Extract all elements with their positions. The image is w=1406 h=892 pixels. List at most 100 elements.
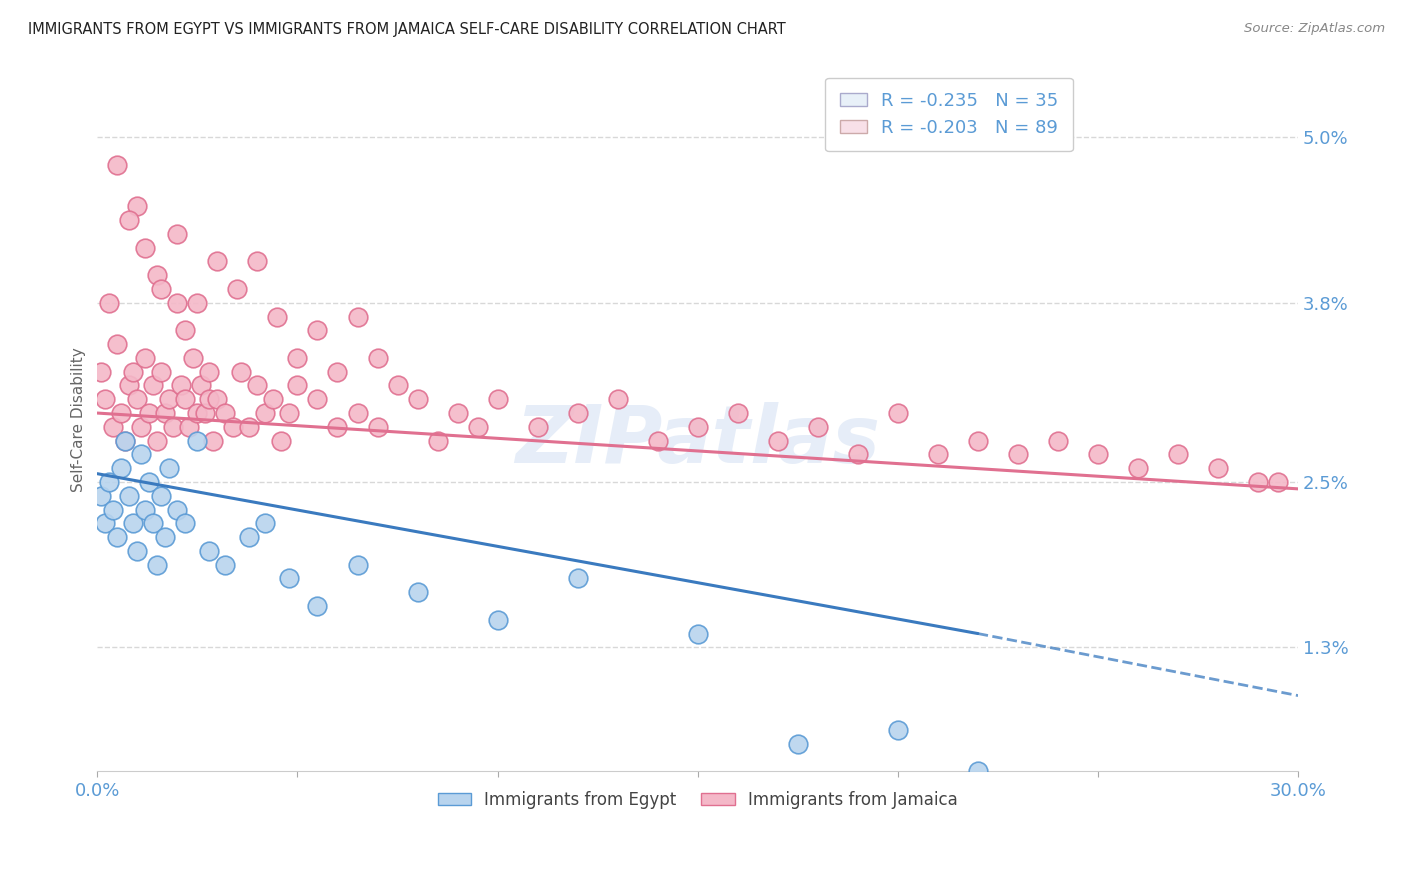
Point (326, 365, 349, 379)
Point (238, 420, 260, 434)
Point (174, 516, 197, 531)
Point (94, 516, 117, 531)
Point (1247, 475, 1270, 489)
Point (254, 516, 277, 531)
Point (786, 737, 808, 751)
Point (246, 378, 269, 392)
Point (270, 434, 292, 448)
Point (307, 392, 329, 407)
Point (446, 406, 468, 420)
Point (194, 406, 217, 420)
Point (346, 558, 368, 572)
Point (114, 434, 136, 448)
Point (647, 434, 669, 448)
Point (150, 489, 173, 503)
Point (146, 268, 169, 283)
Point (326, 420, 349, 434)
Point (170, 378, 193, 392)
Point (406, 585, 429, 599)
Point (1167, 447, 1189, 461)
Point (727, 406, 749, 420)
Point (186, 434, 208, 448)
Point (307, 599, 329, 613)
Point (127, 199, 149, 213)
Point (467, 420, 489, 434)
Point (967, 434, 990, 448)
Point (278, 406, 301, 420)
Point (157, 461, 180, 475)
Point (118, 378, 141, 392)
Point (1046, 434, 1069, 448)
Point (346, 406, 368, 420)
Point (118, 213, 141, 227)
Point (486, 392, 509, 407)
Point (766, 434, 789, 448)
Point (526, 420, 548, 434)
Point (127, 392, 149, 407)
Point (146, 558, 169, 572)
Point (887, 406, 910, 420)
Point (207, 392, 229, 407)
Point (307, 323, 329, 337)
Y-axis label: Self-Care Disability: Self-Care Disability (72, 348, 86, 492)
Point (287, 378, 309, 392)
Point (134, 502, 156, 516)
Point (426, 434, 449, 448)
Point (157, 392, 180, 407)
Point (202, 434, 225, 448)
Point (122, 365, 145, 379)
Point (114, 434, 136, 448)
Point (155, 406, 177, 420)
Point (254, 406, 277, 420)
Point (131, 447, 153, 461)
Point (98, 295, 121, 310)
Point (146, 434, 169, 448)
Point (179, 420, 201, 434)
Point (122, 516, 145, 531)
Text: Source: ZipAtlas.com: Source: ZipAtlas.com (1244, 22, 1385, 36)
Point (278, 571, 301, 585)
Point (367, 420, 389, 434)
Point (238, 530, 260, 544)
Point (887, 723, 910, 737)
Point (1087, 447, 1109, 461)
Point (183, 351, 205, 365)
Point (90, 489, 112, 503)
Legend: Immigrants from Egypt, Immigrants from Jamaica: Immigrants from Egypt, Immigrants from J… (430, 784, 965, 816)
Point (131, 420, 153, 434)
Text: IMMIGRANTS FROM EGYPT VS IMMIGRANTS FROM JAMAICA SELF-CARE DISABILITY CORRELATIO: IMMIGRANTS FROM EGYPT VS IMMIGRANTS FROM… (28, 22, 786, 37)
Point (162, 420, 184, 434)
Point (222, 420, 245, 434)
Point (138, 406, 160, 420)
Point (266, 310, 288, 324)
Point (686, 420, 709, 434)
Point (198, 392, 221, 407)
Point (214, 558, 236, 572)
Point (127, 544, 149, 558)
Point (166, 227, 188, 241)
Point (105, 530, 128, 544)
Point (105, 337, 128, 351)
Point (367, 351, 389, 365)
Point (967, 764, 990, 779)
Point (287, 351, 309, 365)
Point (103, 502, 125, 516)
Point (186, 406, 208, 420)
Point (406, 392, 429, 407)
Point (387, 378, 409, 392)
Point (1206, 461, 1229, 475)
Point (606, 392, 628, 407)
Point (214, 406, 236, 420)
Point (118, 489, 141, 503)
Point (103, 420, 125, 434)
Point (150, 282, 173, 296)
Point (231, 365, 253, 379)
Point (567, 406, 589, 420)
Point (846, 447, 869, 461)
Point (246, 254, 269, 268)
Point (134, 351, 156, 365)
Point (155, 530, 177, 544)
Point (90, 365, 112, 379)
Point (927, 447, 949, 461)
Point (567, 571, 589, 585)
